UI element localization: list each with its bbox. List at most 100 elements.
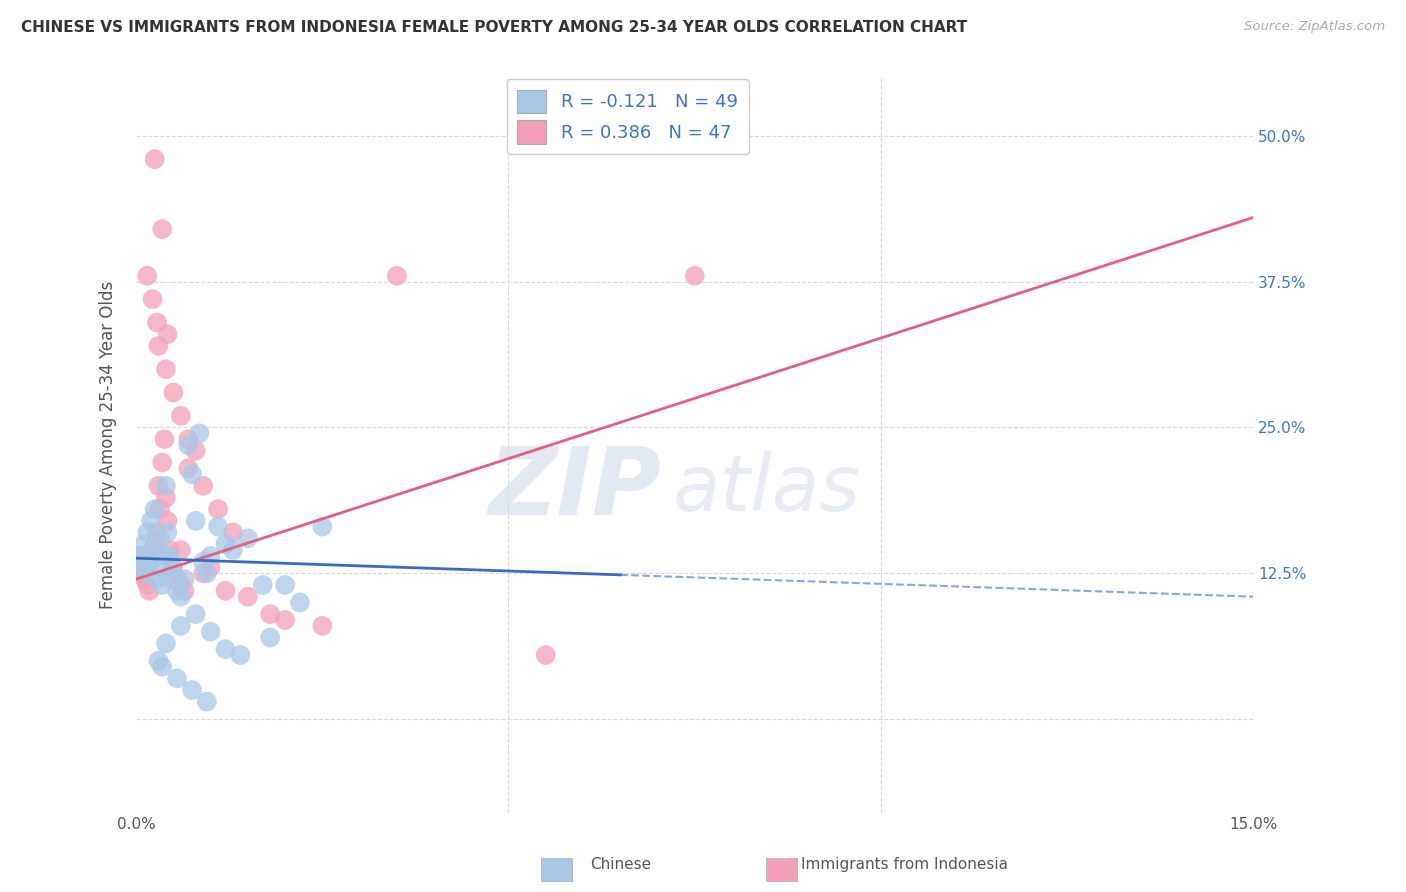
Point [155,636,177,650]
Point [259,607,281,622]
Point [170,619,193,633]
Point [191,566,214,581]
Point [188,426,211,441]
Point [160,560,183,574]
Point [236,532,259,546]
Point [153,432,176,446]
Point [131,560,153,574]
Point [131,560,153,574]
Point [195,695,218,709]
Point [155,479,177,493]
Point [170,578,193,592]
Text: Immigrants from Indonesia: Immigrants from Indonesia [801,857,1008,872]
Point [148,479,170,493]
Point [252,578,274,592]
Point [222,525,245,540]
Point [132,537,155,551]
Point [173,583,195,598]
Point [136,578,159,592]
Point [162,385,184,400]
Point [184,443,207,458]
Point [200,624,222,639]
Point [274,613,297,627]
Point [148,654,170,668]
Point [143,152,166,166]
Point [534,648,557,662]
Point [156,525,179,540]
Point [288,595,311,609]
Point [159,543,181,558]
Point [200,549,222,563]
Point [259,631,281,645]
Point [134,572,156,586]
Point [181,467,204,482]
Point [170,590,193,604]
Point [143,502,166,516]
Point [177,432,200,446]
Point [207,502,229,516]
Point [683,268,706,283]
Point [139,514,162,528]
Point [200,560,222,574]
Point [214,583,236,598]
Point [149,502,172,516]
Point [214,642,236,657]
Point [166,583,188,598]
Point [311,619,333,633]
Y-axis label: Female Poverty Among 25-34 Year Olds: Female Poverty Among 25-34 Year Olds [100,281,117,609]
Point [385,268,408,283]
Point [150,222,173,236]
Point [150,578,173,592]
Point [128,549,150,563]
Point [177,461,200,475]
Point [195,566,218,581]
Point [146,316,169,330]
Point [155,491,177,505]
Text: Source: ZipAtlas.com: Source: ZipAtlas.com [1244,20,1385,33]
Point [136,525,159,540]
Legend: R = -0.121   N = 49, R = 0.386   N = 47: R = -0.121 N = 49, R = 0.386 N = 47 [506,79,748,154]
Point [166,572,188,586]
Point [138,555,160,569]
Point [311,519,333,533]
Point [162,572,184,586]
Point [159,549,181,563]
Point [177,438,200,452]
Point [170,543,193,558]
Point [143,537,166,551]
Point [146,572,169,586]
Point [132,566,155,581]
Text: atlas: atlas [672,451,860,527]
Point [148,339,170,353]
Point [128,549,150,563]
Point [139,555,162,569]
Point [138,583,160,598]
Point [141,292,163,306]
Point [134,566,156,581]
Point [214,537,236,551]
Point [274,578,297,592]
Point [155,362,177,376]
Point [184,607,207,622]
Point [146,525,169,540]
Point [148,560,170,574]
Point [136,268,159,283]
Point [149,532,172,546]
Point [153,549,176,563]
Point [191,479,214,493]
Text: Chinese: Chinese [591,857,651,872]
Point [150,659,173,673]
Point [166,671,188,685]
Point [222,543,245,558]
Point [181,683,204,698]
Point [150,455,173,469]
Point [170,409,193,423]
Point [173,572,195,586]
Point [162,560,184,574]
Text: ZIP: ZIP [488,443,661,535]
Text: CHINESE VS IMMIGRANTS FROM INDONESIA FEMALE POVERTY AMONG 25-34 YEAR OLDS CORREL: CHINESE VS IMMIGRANTS FROM INDONESIA FEM… [21,20,967,35]
Point [141,543,163,558]
Point [229,648,252,662]
Point [184,514,207,528]
Point [191,555,214,569]
